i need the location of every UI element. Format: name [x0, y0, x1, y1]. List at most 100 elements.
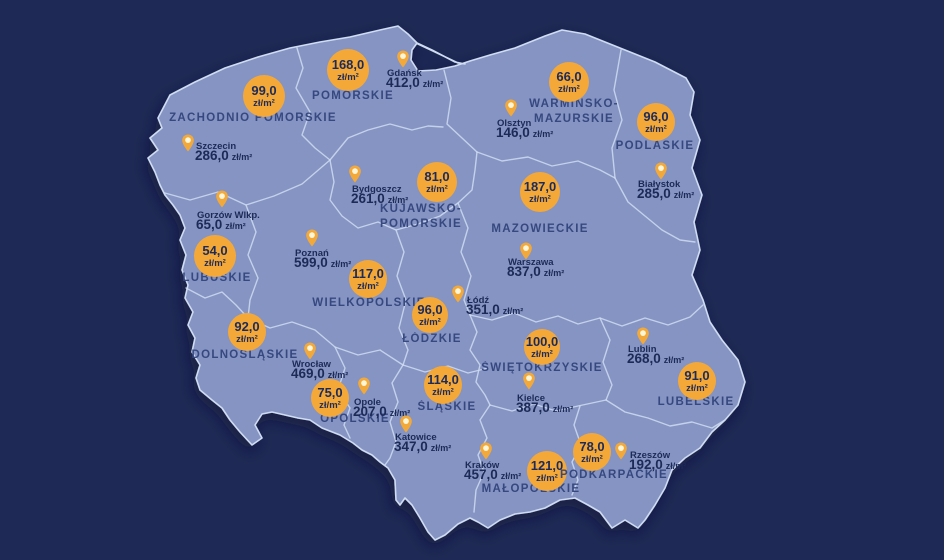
region-lubuskie: LUBUSKIE 54,0zł/m² [182, 235, 251, 284]
city-price-unit: zł/m² [544, 268, 565, 278]
region-price-unit: zł/m² [357, 281, 379, 292]
region-price-unit: zł/m² [529, 194, 551, 205]
region-price-value: 92,0 [234, 319, 259, 334]
region-price-circle [520, 172, 560, 212]
city-name-label: Bydgoszcz [352, 184, 402, 195]
region-price-circle [424, 366, 462, 404]
city-name-label: Olsztyn [497, 118, 532, 129]
region-name-label: MAZOWIECKIE [491, 223, 588, 235]
region-price-value: 99,0 [251, 83, 276, 98]
region-name-label: OPOLSKIE [320, 413, 390, 425]
region-price-value: 66,0 [556, 69, 581, 84]
city-name-label: Wrocław [292, 359, 332, 370]
region-name-label: MAŁOPOLSKIE [482, 483, 581, 495]
region-opolskie: OPOLSKIE 75,0zł/m² [311, 379, 390, 425]
region-name-label: ŁÓDZKIE [402, 332, 462, 345]
region-price-value: 168,0 [332, 57, 365, 72]
region-name-label: ZACHODNIO POMORSKIE [169, 112, 337, 124]
city-name-label: Szczecin [196, 141, 236, 152]
region-price-value: 100,0 [526, 334, 559, 349]
city-price-unit: zł/m² [331, 259, 352, 269]
city-price-value: 207,0 zł/m² [353, 404, 410, 419]
region-price-unit: zł/m² [253, 98, 275, 109]
region-price-circle [349, 260, 387, 298]
region-wielkopolskie: WIELKOPOLSKIE 117,0zł/m² [312, 260, 424, 309]
region-name-label: WARMIŃSKO- [529, 97, 619, 110]
city-name-label: Poznań [295, 248, 329, 259]
region-price-unit: zł/m² [558, 84, 580, 95]
city-gorzow: Gorzów Wlkp.65,0 zł/m² [196, 190, 260, 232]
region-name-label: PODKARPACKIE [560, 469, 668, 481]
region-price-unit: zł/m² [645, 124, 667, 135]
city-name-label: Gdańsk [387, 68, 423, 79]
region-name-label: POMORSKIE [312, 90, 394, 102]
region-price-unit: zł/m² [419, 317, 441, 328]
region-name-label: LUBUSKIE [182, 272, 251, 284]
region-name-label: ŚWIĘTOKRZYSKIE [481, 361, 603, 374]
city-price-value: 347,0 zł/m² [394, 439, 451, 454]
city-price-value: 457,0 zł/m² [464, 467, 521, 482]
region-price-unit: zł/m² [426, 184, 448, 195]
city-name-label: Łódź [467, 295, 489, 306]
city-name-label: Białystok [638, 179, 681, 190]
region-podlaskie: PODLASKIE 96,0zł/m² [616, 103, 693, 152]
region-price-unit: zł/m² [319, 400, 341, 411]
city-price-unit: zł/m² [666, 461, 687, 471]
map-overlay: ZACHODNIO POMORSKIE99,0zł/m²POMORSKIE168… [169, 49, 733, 495]
city-name-label: Katowice [395, 432, 437, 443]
region-zachodniopomorskie: ZACHODNIO POMORSKIE 99,0zł/m² [169, 75, 337, 124]
city-name-label: Rzeszów [630, 450, 671, 461]
city-price-value: 65,0 zł/m² [196, 217, 246, 232]
region-price-value: 78,0 [579, 439, 604, 454]
region-price-value: 54,0 [202, 243, 227, 258]
city-price-unit: zł/m² [423, 79, 444, 89]
region-price-value: 81,0 [424, 169, 449, 184]
region-price-value: 114,0 [427, 372, 459, 387]
city-price-unit: zł/m² [664, 355, 685, 365]
region-price-value: 117,0 [352, 266, 384, 281]
region-dolnoslaskie: DOLNOŚLĄSKIE 92,0zł/m² [192, 313, 297, 361]
region-price-circle [327, 49, 369, 91]
region-name-label: MAZURSKIE [534, 113, 614, 125]
region-price-circle [637, 103, 675, 141]
city-price-value: 146,0 zł/m² [496, 125, 553, 140]
city-price-value: 837,0 zł/m² [507, 264, 564, 279]
city-name-label: Kraków [465, 460, 500, 471]
city-name-label: Warszawa [508, 257, 554, 268]
region-price-value: 96,0 [643, 109, 668, 124]
region-price-circle [412, 297, 448, 333]
city-price-value: 387,0 zł/m² [516, 400, 573, 415]
region-price-unit: zł/m² [686, 383, 708, 394]
region-lubelskie: LUBELSKIE 91,0zł/m² [658, 362, 733, 408]
region-price-value: 96,0 [417, 302, 442, 317]
region-price-value: 187,0 [524, 179, 557, 194]
city-price-unit: zł/m² [388, 195, 409, 205]
region-price-circle [194, 235, 236, 277]
city-name-label: Opole [354, 397, 381, 408]
city-price-unit: zł/m² [553, 404, 574, 414]
city-price-unit: zł/m² [232, 152, 253, 162]
region-price-unit: zł/m² [581, 454, 603, 465]
region-price-circle [573, 433, 611, 471]
region-price-unit: zł/m² [236, 334, 258, 345]
city-price-unit: zł/m² [431, 443, 452, 453]
region-lodzkie: ŁÓDZKIE 96,0zł/m² [402, 297, 462, 345]
region-price-circle [417, 162, 457, 202]
city-name-label: Kielce [517, 393, 545, 404]
region-name-label: ŚLĄSKIE [418, 400, 477, 413]
